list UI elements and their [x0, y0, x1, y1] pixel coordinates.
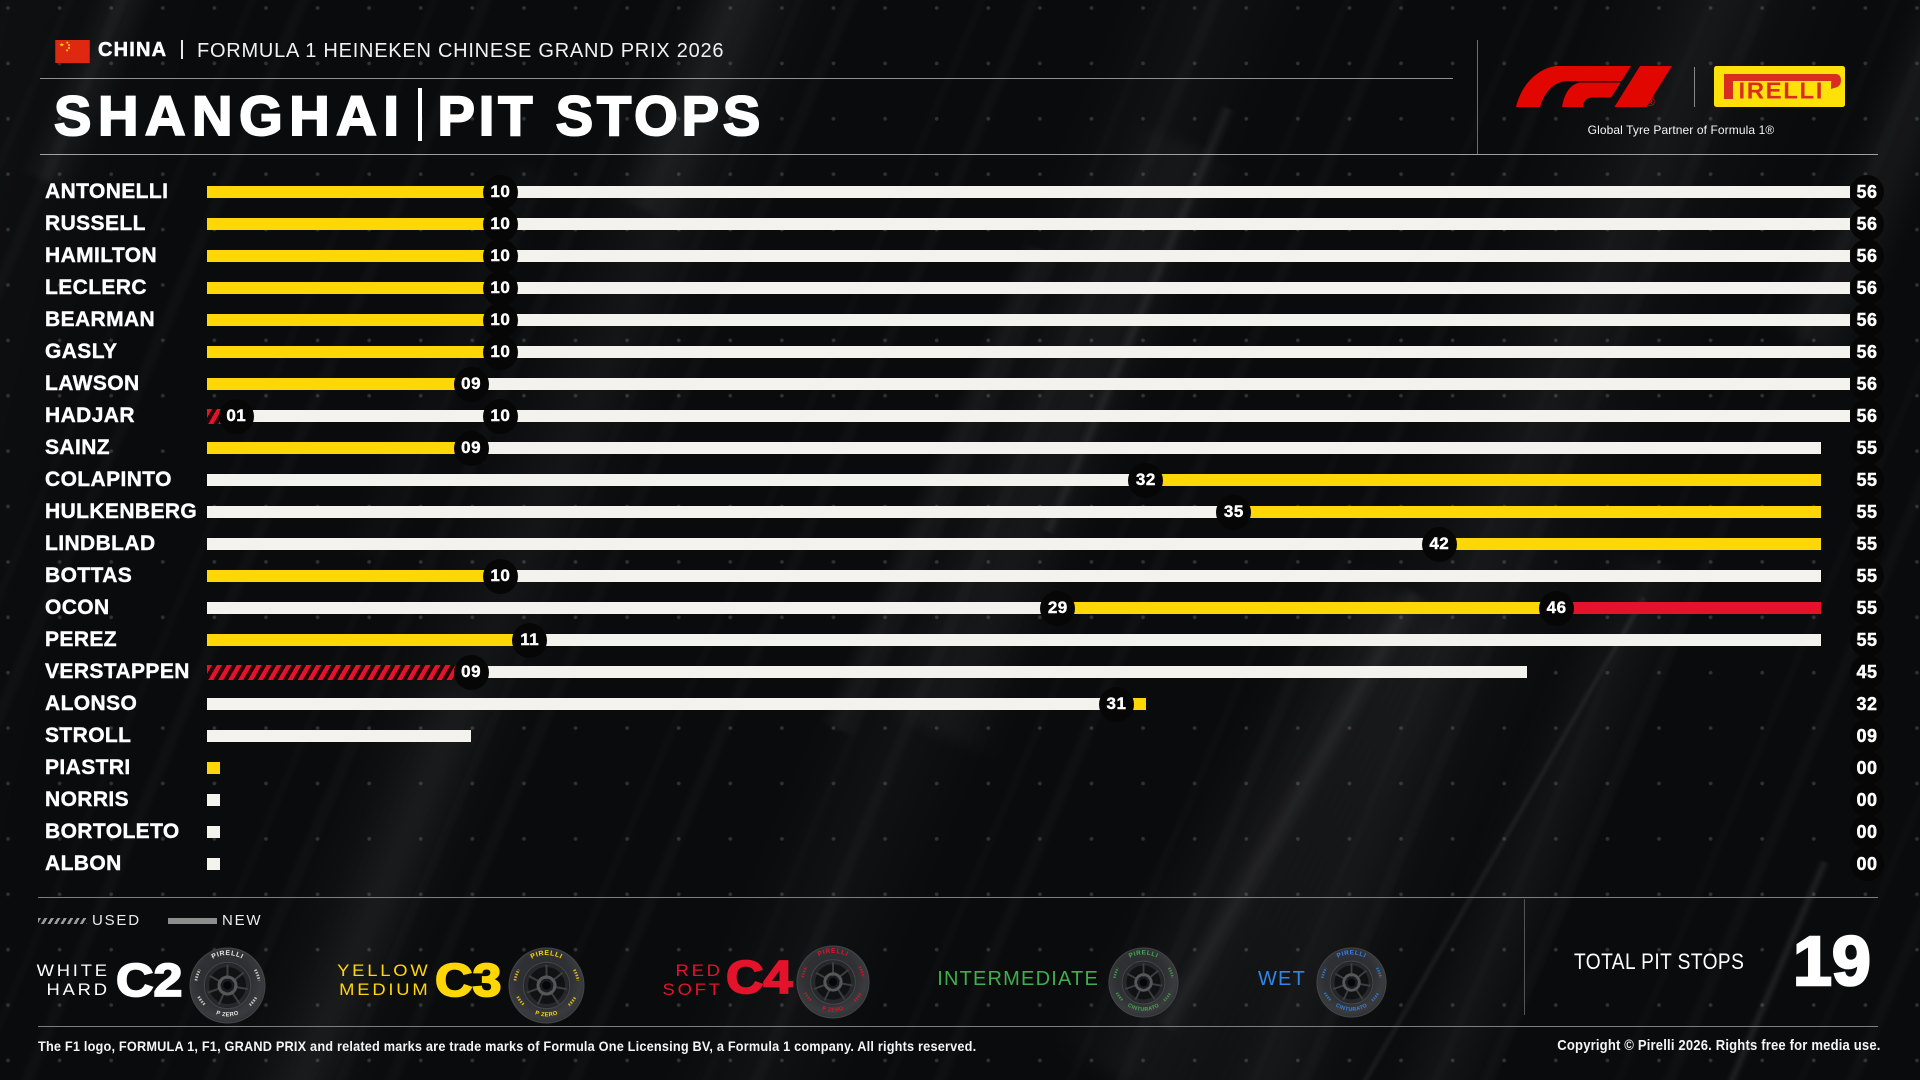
svg-text:IRELLI: IRELLI [1739, 78, 1825, 105]
svg-text:PIRELLI: PIRELLI [529, 950, 563, 961]
svg-text:PIRELLI: PIRELLI [817, 948, 850, 959]
svg-text:P ZERO: P ZERO [215, 1010, 240, 1018]
svg-text:PIRELLI: PIRELLI [210, 950, 244, 961]
svg-text:PIRELLI: PIRELLI [1127, 949, 1159, 959]
svg-text:P ZERO: P ZERO [821, 1006, 845, 1014]
svg-text:CINTURATO: CINTURATO [1126, 1002, 1160, 1012]
svg-text:CINTURATO: CINTURATO [1334, 1002, 1368, 1012]
svg-text:P ZERO: P ZERO [534, 1010, 559, 1018]
svg-text:PIRELLI: PIRELLI [1335, 949, 1367, 959]
